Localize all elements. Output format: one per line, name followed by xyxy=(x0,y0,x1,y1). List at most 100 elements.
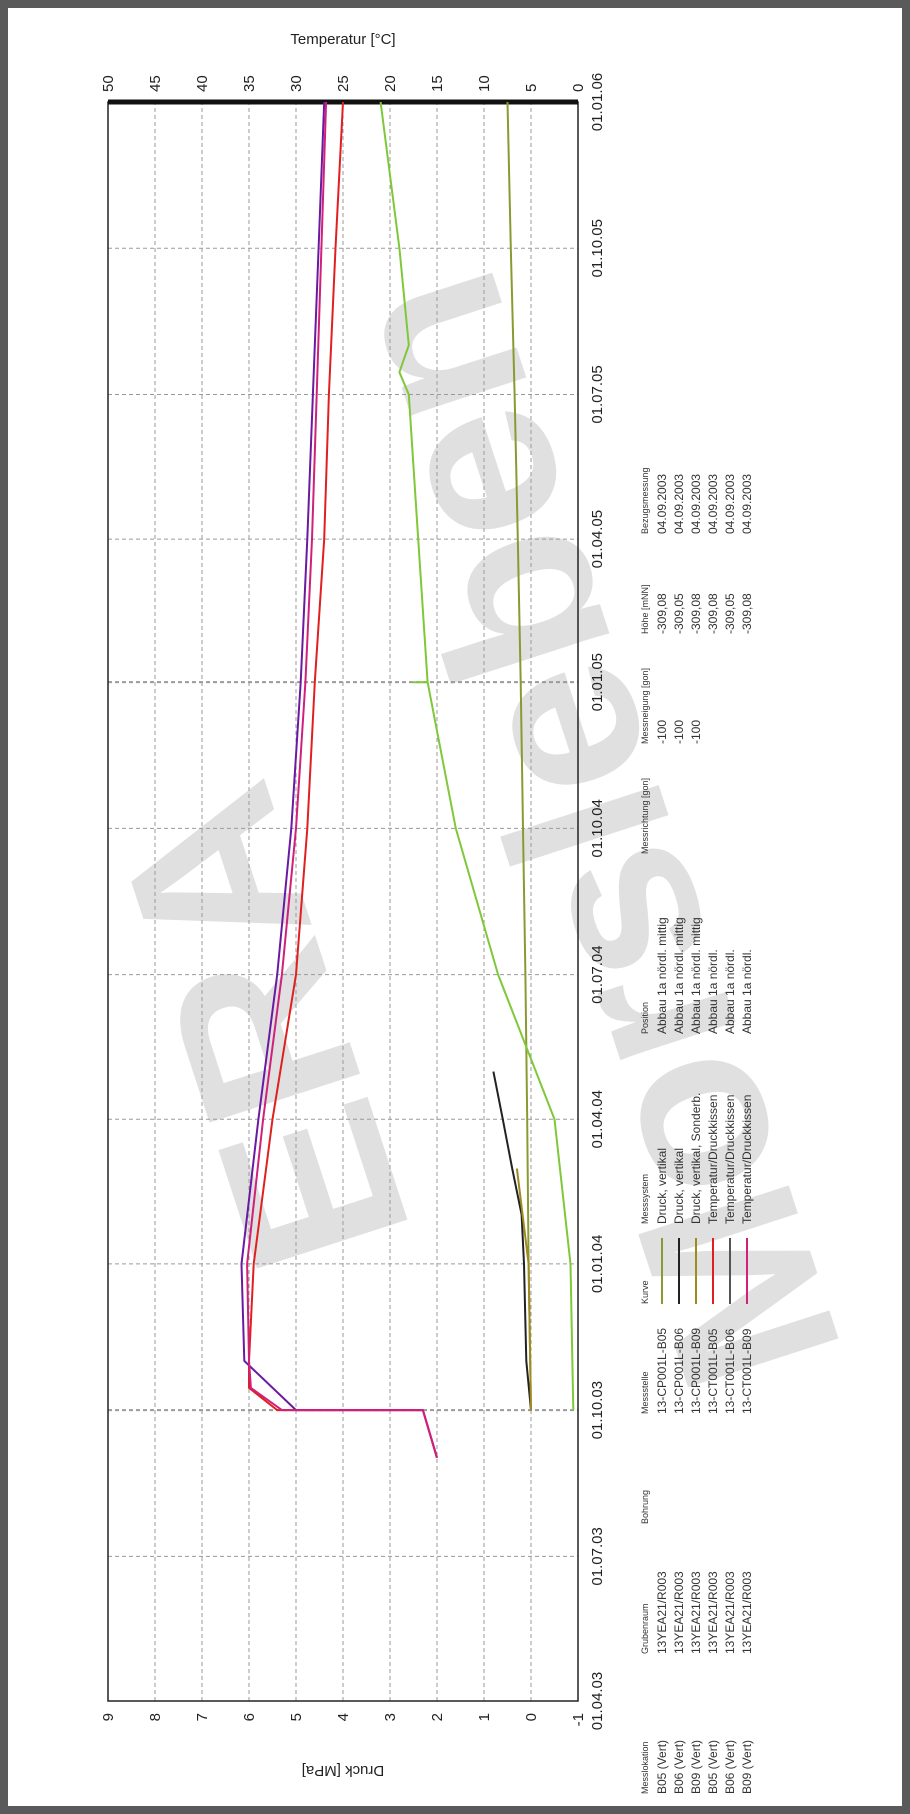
x-tick-label: 01.01.04 xyxy=(589,1235,606,1293)
legend-cell: -100 xyxy=(689,720,703,744)
x-tick-label: 01.10.04 xyxy=(589,799,606,857)
legend-cell: 04.09.2003 xyxy=(740,474,754,534)
legend-cell: -309,08 xyxy=(706,593,720,634)
legend-cell: 13-CT001L-B09 xyxy=(740,1328,754,1414)
y-left-tick-label: 9 xyxy=(100,1713,117,1721)
legend-cell: B05 (Vert) xyxy=(706,1740,720,1794)
y-right-tick-label: 0 xyxy=(570,84,587,92)
axes: -101234567890510152025303540455001.04.03… xyxy=(100,31,606,1779)
legend-cell: B05 (Vert) xyxy=(655,1740,669,1794)
legend-header: Höhe [mNN] xyxy=(640,584,650,634)
legend-cell: 13YEA21/R003 xyxy=(723,1571,737,1654)
legend-cell: 13YEA21/R003 xyxy=(672,1571,686,1654)
legend-cell: B06 (Vert) xyxy=(723,1740,737,1794)
legend-cell: 13-CP001L-B05 xyxy=(655,1328,669,1414)
y-right-tick-label: 10 xyxy=(476,75,493,92)
x-tick-label: 01.04.05 xyxy=(589,510,606,568)
legend-cell: Abbau 1a nördl. mittig xyxy=(672,917,686,1034)
legend-cell: B06 (Vert) xyxy=(672,1740,686,1794)
series-line-Druck, vertikal, Sonderb. xyxy=(379,101,575,1411)
y-right-tick-label: 45 xyxy=(147,75,164,92)
legend-cell: B09 (Vert) xyxy=(689,1740,703,1794)
y-left-tick-label: 3 xyxy=(382,1713,399,1721)
x-tick-label: 01.10.03 xyxy=(589,1381,606,1439)
legend-cell: 13YEA21/R003 xyxy=(740,1571,754,1654)
legend-header: Position xyxy=(640,1002,650,1034)
legend-cell: 04.09.2003 xyxy=(706,474,720,534)
series-line-13-CP001L-B05 xyxy=(506,101,532,1411)
series-line-13-CT001L-B05 xyxy=(248,101,438,1459)
legend-cell: 04.09.2003 xyxy=(689,474,703,534)
legend-cell: Druck, vertikal, Sonderb. xyxy=(689,1093,703,1224)
page: ERA Morsleben -1 0 1 2 3 4 5 6 7 8 9 0 5 10 15 20 25 30 35 4… xyxy=(8,8,902,1806)
legend-cell: 04.09.2003 xyxy=(672,474,686,534)
legend-cell: -309,08 xyxy=(655,593,669,634)
y-left-tick-label: 1 xyxy=(476,1713,493,1721)
y-right-tick-label: 15 xyxy=(429,75,446,92)
legend-cell: Druck, vertikal xyxy=(672,1148,686,1224)
x-tick-label: 01.07.04 xyxy=(589,945,606,1003)
series-line-13-CP001L-B09 xyxy=(515,1168,532,1411)
legend-cell: 13-CT001L-B06 xyxy=(723,1328,737,1414)
y-right-tick-label: 40 xyxy=(194,75,211,92)
y-right-axis-label: Temperatur [°C] xyxy=(290,31,395,48)
legend-cell: Temperatur/Druckkissen xyxy=(740,1095,754,1224)
legend-cell: -100 xyxy=(672,720,686,744)
legend-header: Bohrung xyxy=(640,1490,650,1524)
y-left-tick-label: 8 xyxy=(147,1713,164,1721)
y-right-tick-label: 50 xyxy=(100,75,117,92)
legend-header: Grubenraum xyxy=(640,1603,650,1654)
x-tick-label: 01.07.05 xyxy=(589,365,606,423)
x-tick-label: 01.04.04 xyxy=(589,1090,606,1148)
legend-header: Messneigung [gon] xyxy=(640,668,650,744)
legend-cell: 13YEA21/R003 xyxy=(655,1571,669,1654)
rotated-chart-sheet: ERA Morsleben -1 0 1 2 3 4 5 6 7 8 9 0 5 10 15 20 25 30 35 4… xyxy=(8,8,902,1806)
legend-cell: Druck, vertikal xyxy=(655,1148,669,1224)
y-left-axis-label: Druck [MPa] xyxy=(302,1762,385,1779)
y-right-tick-label: 35 xyxy=(241,75,258,92)
x-tick-label: 01.01.06 xyxy=(589,73,606,131)
legend-cell: 04.09.2003 xyxy=(723,474,737,534)
y-left-tick-label: 7 xyxy=(194,1713,211,1721)
legend-cell: Abbau 1a nördl. xyxy=(706,949,720,1034)
legend-cell: Abbau 1a nördl. xyxy=(740,949,754,1034)
legend-cell: -309,05 xyxy=(723,593,737,634)
legend-cell: 04.09.2003 xyxy=(655,474,669,534)
y-right-tick-label: 5 xyxy=(523,84,540,92)
x-tick-label: 01.07.03 xyxy=(589,1527,606,1585)
legend-cell: Abbau 1a nördl. xyxy=(723,949,737,1034)
legend-header: Kurve xyxy=(640,1280,650,1304)
legend-cell: -309,08 xyxy=(689,593,703,634)
x-tick-label: 01.04.03 xyxy=(589,1672,606,1730)
legend-header: Messstelle xyxy=(640,1371,650,1414)
y-left-tick-label: -1 xyxy=(570,1713,587,1726)
legend-header: Bezugsmessung xyxy=(640,467,650,534)
legend-cell: -309,08 xyxy=(740,593,754,634)
watermark-line-1: ERA xyxy=(64,757,458,1298)
legend-cell: -309,05 xyxy=(672,593,686,634)
y-right-tick-label: 30 xyxy=(288,75,305,92)
y-left-tick-label: 6 xyxy=(241,1713,258,1721)
legend-header: Messsystem xyxy=(640,1174,650,1224)
series-lines xyxy=(240,101,575,1459)
legend-cell: 13-CP001L-B09 xyxy=(689,1328,703,1414)
legend-cell: -100 xyxy=(655,720,669,744)
y-right-tick-label: 25 xyxy=(335,75,352,92)
legend-cell: 13YEA21/R003 xyxy=(689,1571,703,1654)
legend-header: Messlokation xyxy=(640,1741,650,1794)
y-right-tick-label: 20 xyxy=(382,75,399,92)
y-left-tick-label: 4 xyxy=(335,1713,352,1721)
legend-cell: Abbau 1a nördl. mittig xyxy=(689,917,703,1034)
x-tick-label: 01.01.05 xyxy=(589,653,606,711)
series-line-13-CT001L-B09 xyxy=(246,101,438,1459)
legend-cell: Temperatur/Druckkissen xyxy=(723,1095,737,1224)
y-left-tick-label: 0 xyxy=(523,1713,540,1721)
y-left-tick-label: 5 xyxy=(288,1713,305,1721)
legend-cell: Temperatur/Druckkissen xyxy=(706,1095,720,1224)
legend-table: Messlokation Grubenraum Bohrung Messstelle K… xyxy=(640,467,754,1794)
legend-cell: Abbau 1a nördl. mittig xyxy=(655,917,669,1034)
y-left-tick-label: 2 xyxy=(429,1713,446,1721)
legend-cell: B09 (Vert) xyxy=(740,1740,754,1794)
